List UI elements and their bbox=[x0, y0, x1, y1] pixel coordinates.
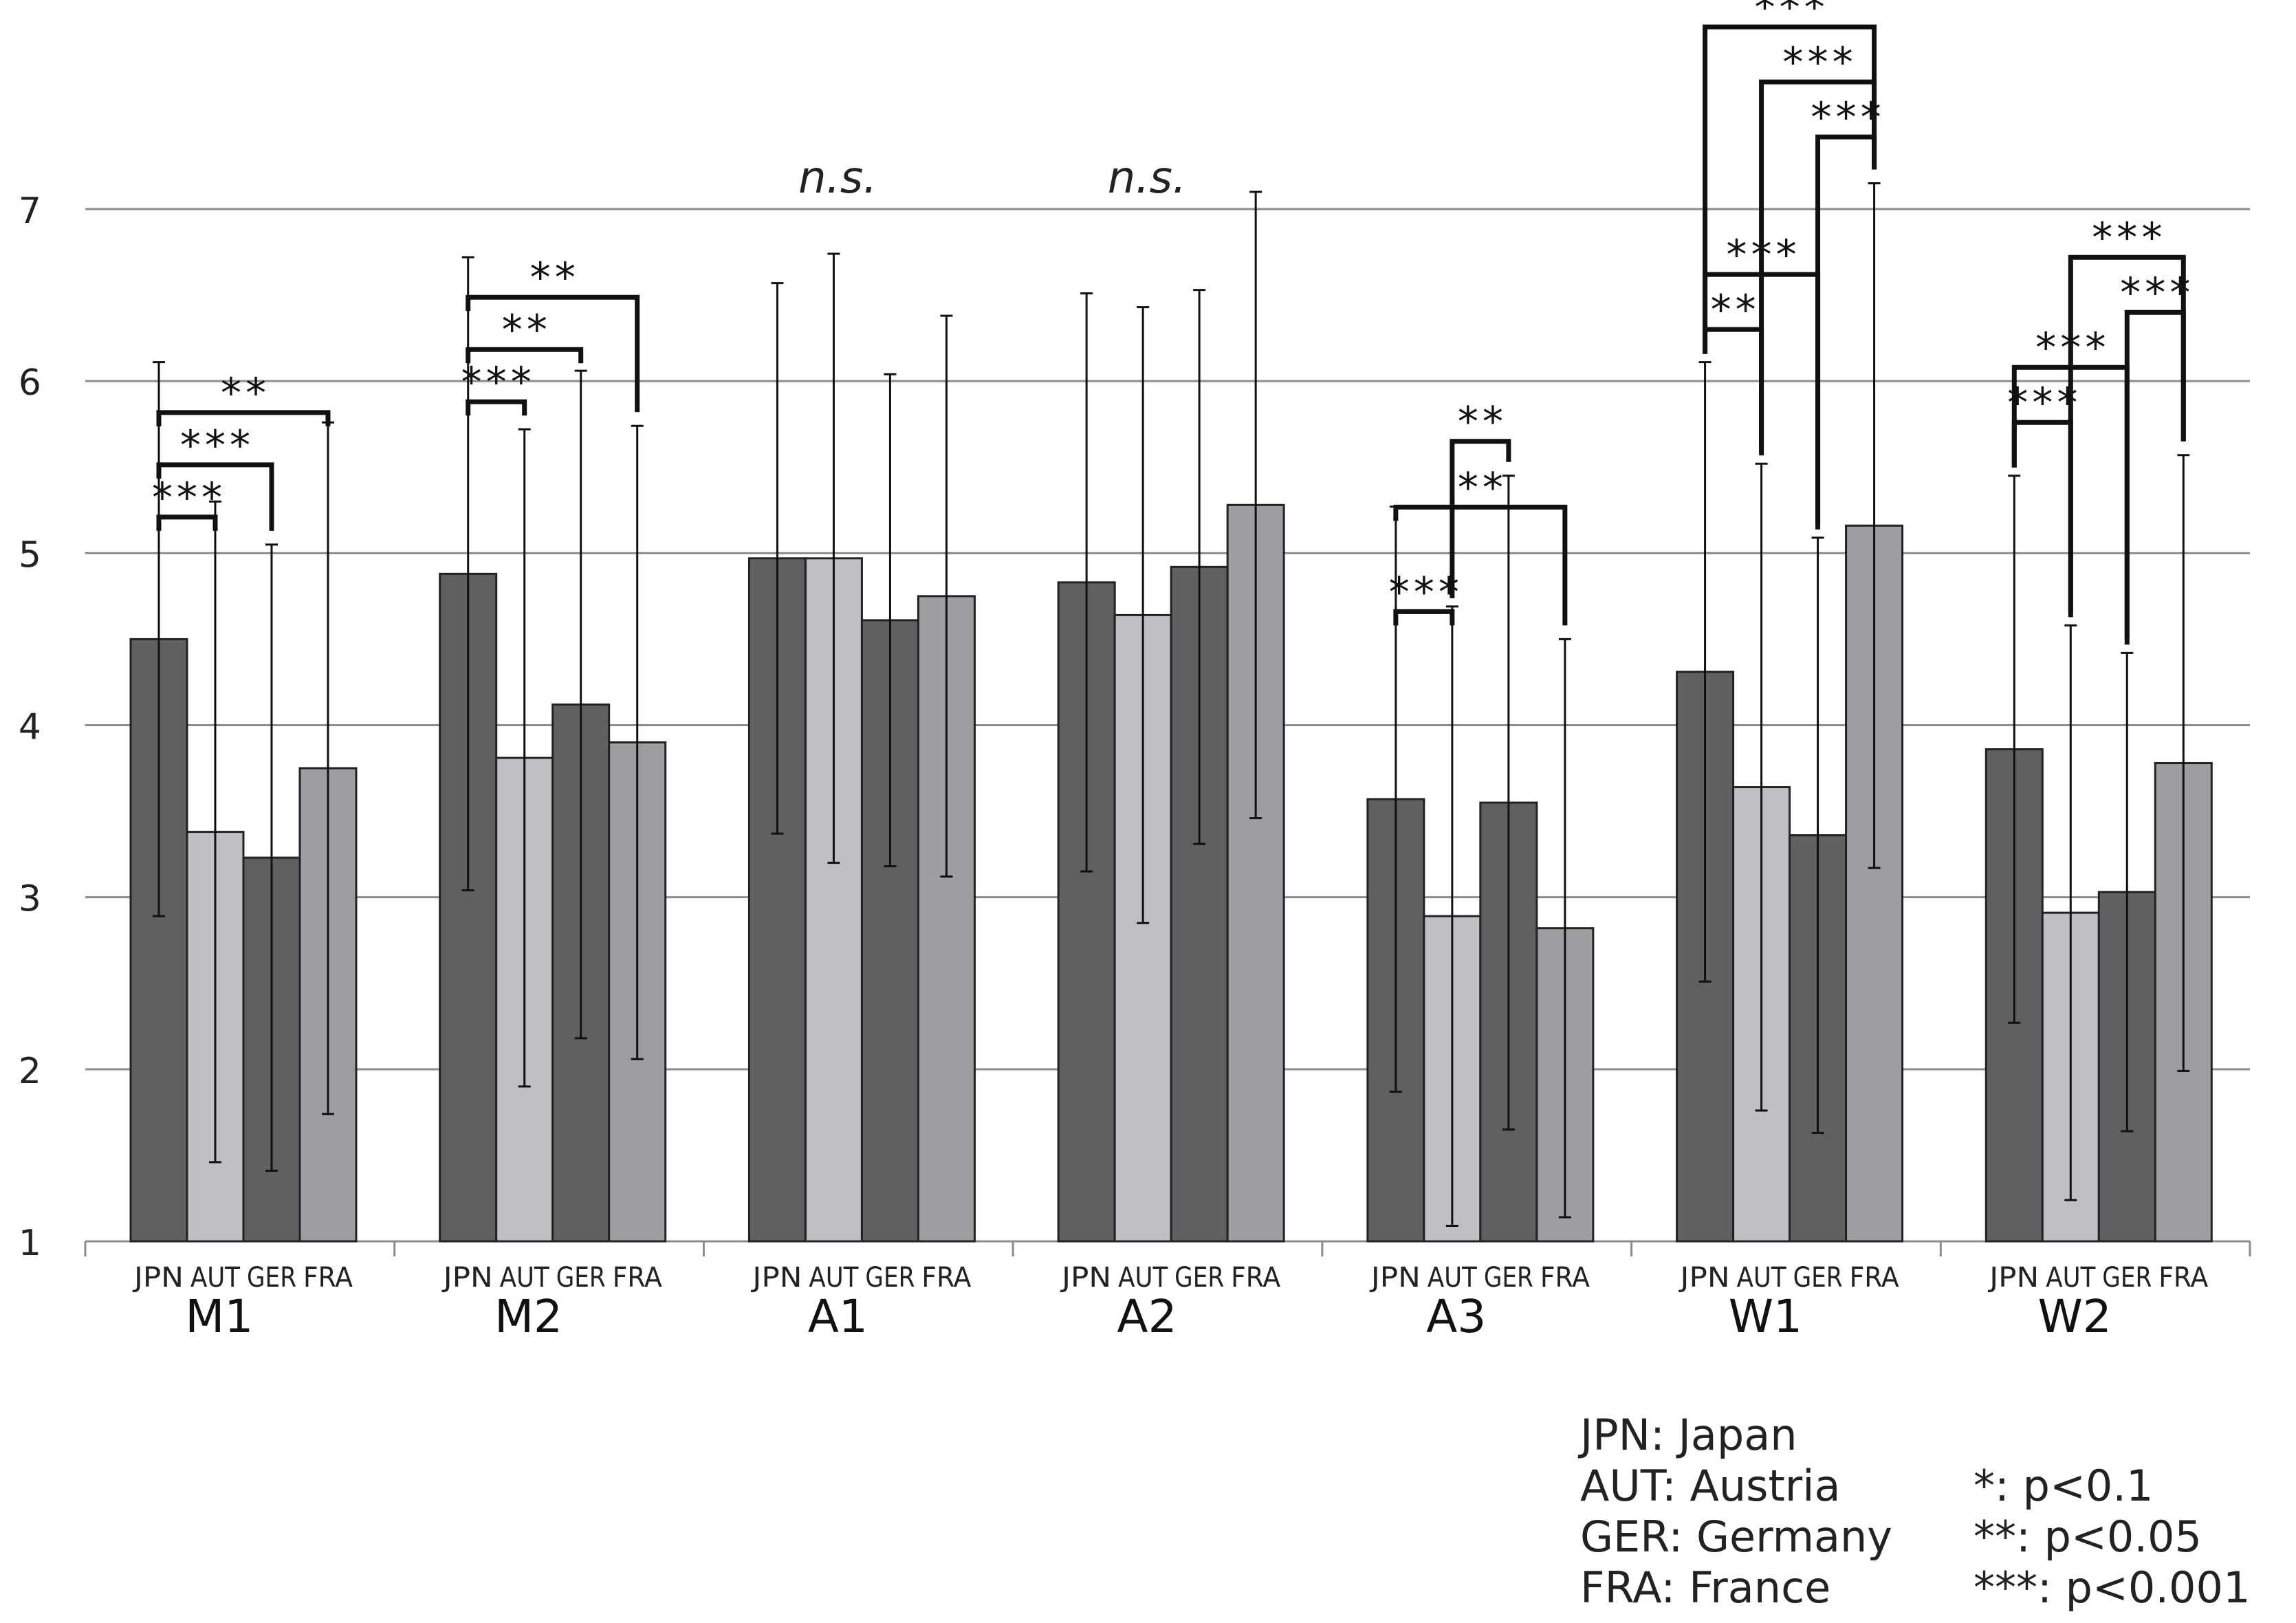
sig-bracket-a3-0 bbox=[1393, 609, 1455, 626]
sig-label-m1-2: ** bbox=[219, 369, 268, 417]
y-tick-label-6: 6 bbox=[19, 362, 41, 404]
legend-sig-1: *: p<0.1 bbox=[1974, 1461, 2154, 1511]
x-tick-label-m1-ger: GER bbox=[247, 1262, 296, 1294]
legend-country-jpn: JPN: Japan bbox=[1580, 1410, 1797, 1460]
sig-bracket-w2-3 bbox=[2068, 254, 2186, 618]
group-label-a1: A1 bbox=[808, 1290, 868, 1343]
x-tick-label-m2-fra: FRA bbox=[613, 1262, 663, 1294]
sig-bracket-m2-1 bbox=[466, 347, 584, 364]
x-tick-label-m2-jpn: JPN bbox=[441, 1262, 492, 1294]
ns-label-a2: n.s. bbox=[1108, 153, 1187, 204]
x-tick-label-m1-aut: AUT bbox=[190, 1262, 240, 1294]
x-tick-label-a3-ger: GER bbox=[1484, 1262, 1533, 1294]
group-label-a3: A3 bbox=[1426, 1290, 1486, 1343]
group-label-m1: M1 bbox=[185, 1290, 253, 1343]
x-tick-label-a2-ger: GER bbox=[1174, 1262, 1224, 1294]
sig-label-a3-0: *** bbox=[1387, 568, 1461, 616]
sig-bracket-m1-2 bbox=[156, 410, 331, 426]
x-tick-label-w2-jpn: JPN bbox=[1987, 1262, 2039, 1294]
legend-country-fra: FRA: France bbox=[1580, 1562, 1831, 1613]
x-tick-label-a1-aut: AUT bbox=[809, 1262, 858, 1294]
sig-bracket-a3-2 bbox=[1393, 504, 1568, 626]
sig-label-a3-1: ** bbox=[1456, 398, 1505, 446]
x-tick-label-m2-ger: GER bbox=[556, 1262, 606, 1294]
sig-bracket-m2-0 bbox=[466, 399, 527, 416]
legend-countries: JPN: Japan AUT: Austria GER: Germany FRA… bbox=[1580, 1410, 1892, 1613]
sig-label-m2-2: ** bbox=[528, 254, 578, 302]
sig-label-m2-0: *** bbox=[459, 358, 534, 406]
x-tick-label-w2-fra: FRA bbox=[2158, 1262, 2209, 1294]
sig-label-w2-0: *** bbox=[2005, 379, 2079, 427]
x-tick-label-a3-aut: AUT bbox=[1428, 1262, 1477, 1294]
sig-label-w2-3: *** bbox=[2090, 214, 2164, 262]
legend-sig-2: **: p<0.05 bbox=[1974, 1512, 2202, 1562]
sig-bracket-w1-2 bbox=[1815, 134, 1877, 530]
y-tick-label-4: 4 bbox=[19, 707, 41, 748]
sig-bracket-a3-1 bbox=[1450, 439, 1511, 598]
x-tick-label-w2-aut: AUT bbox=[2046, 1262, 2095, 1294]
x-tick-label-a1-jpn: JPN bbox=[750, 1262, 802, 1294]
x-tick-label-a2-fra: FRA bbox=[1231, 1262, 1281, 1294]
x-tick-label-a1-ger: GER bbox=[865, 1262, 915, 1294]
legend-sig-3: ***: p<0.001 bbox=[1974, 1562, 2251, 1613]
sig-label-w1-4: *** bbox=[1752, 0, 1826, 32]
sig-bracket-w1-0 bbox=[1703, 327, 1764, 450]
legend-significance: *: p<0.1 **: p<0.05 ***: p<0.001 bbox=[1974, 1461, 2250, 1613]
y-tick-label-7: 7 bbox=[19, 190, 41, 232]
x-tick-label-w1-jpn: JPN bbox=[1678, 1262, 1729, 1294]
legend-country-aut: AUT: Austria bbox=[1580, 1461, 1841, 1511]
group-label-a2: A2 bbox=[1117, 1290, 1177, 1343]
x-tick-label-w1-ger: GER bbox=[1793, 1262, 1843, 1294]
sig-label-a3-2: ** bbox=[1456, 464, 1505, 512]
x-tick-label-a1-fra: FRA bbox=[921, 1262, 972, 1294]
sig-label-w1-3: *** bbox=[1780, 39, 1855, 87]
sig-bracket-m2-2 bbox=[466, 294, 640, 413]
group-label-m2: M2 bbox=[494, 1290, 562, 1343]
y-tick-label-1: 1 bbox=[19, 1223, 41, 1264]
x-tick-label-m1-jpn: JPN bbox=[132, 1262, 184, 1294]
x-tick-label-w1-fra: FRA bbox=[1850, 1262, 1900, 1294]
sig-bracket-m1-0 bbox=[156, 514, 218, 531]
x-tick-label-a2-jpn: JPN bbox=[1060, 1262, 1111, 1294]
y-tick-label-2: 2 bbox=[19, 1051, 41, 1092]
sig-bracket-m1-1 bbox=[156, 462, 274, 531]
sig-label-m1-1: *** bbox=[178, 422, 252, 470]
sig-label-w1-2: *** bbox=[1808, 94, 1883, 142]
sig-label-m1-0: *** bbox=[150, 474, 224, 522]
group-label-w1: W1 bbox=[1729, 1290, 1802, 1343]
y-tick-label-5: 5 bbox=[19, 534, 41, 576]
x-tick-label-a2-aut: AUT bbox=[1118, 1262, 1168, 1294]
x-tick-label-m1-fra: FRA bbox=[303, 1262, 353, 1294]
x-tick-label-w1-aut: AUT bbox=[1737, 1262, 1786, 1294]
x-tick-label-w2-ger: GER bbox=[2102, 1262, 2152, 1294]
sig-label-w1-0: ** bbox=[1708, 286, 1758, 334]
sig-bracket-w2-0 bbox=[2011, 420, 2073, 612]
sig-label-w2-2: *** bbox=[2118, 269, 2192, 317]
x-tick-label-a3-jpn: JPN bbox=[1369, 1262, 1421, 1294]
sig-label-m2-1: ** bbox=[500, 306, 549, 354]
y-tick-label-3: 3 bbox=[19, 879, 41, 920]
x-tick-label-m2-aut: AUT bbox=[500, 1262, 549, 1294]
sig-bracket-w1-4 bbox=[1703, 24, 1877, 354]
ns-label-a1: n.s. bbox=[798, 153, 877, 204]
x-tick-label-a3-fra: FRA bbox=[1540, 1262, 1590, 1294]
group-label-w2: W2 bbox=[2038, 1290, 2112, 1343]
sig-bracket-w2-2 bbox=[2124, 309, 2186, 645]
legend-country-ger: GER: Germany bbox=[1580, 1512, 1892, 1562]
